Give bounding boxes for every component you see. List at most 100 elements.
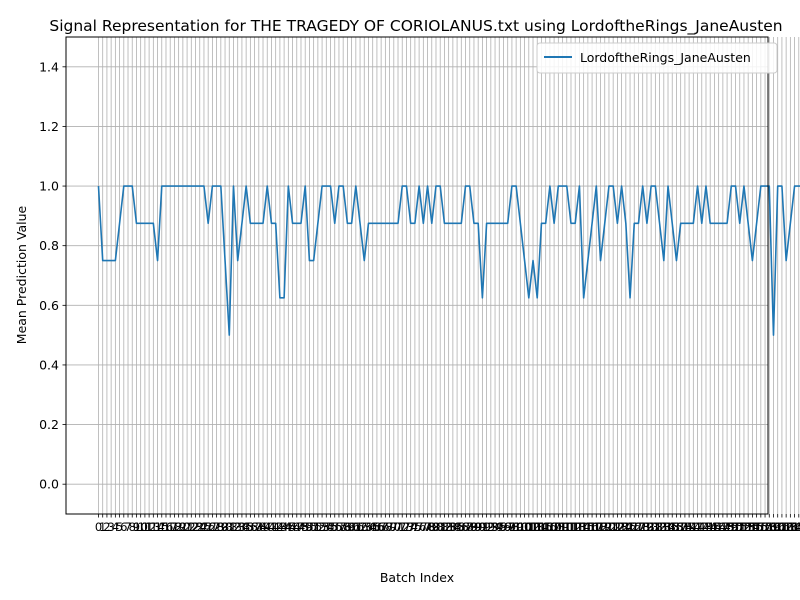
x-tick-label: 112 <box>560 520 582 534</box>
x-tick-label: 153 <box>733 520 755 534</box>
x-tick-label: 111 <box>556 520 578 534</box>
x-tick-label: 15 <box>154 520 169 534</box>
x-tick-label: 73 <box>399 520 414 534</box>
x-tick-label: 138 <box>670 520 692 534</box>
x-tick-label: 23 <box>188 520 203 534</box>
x-tick-label: 167 <box>792 520 800 534</box>
plot-frame <box>65 36 769 515</box>
x-tick-label: 84 <box>446 520 461 534</box>
x-tick-label: 85 <box>450 520 465 534</box>
x-tick-label: 91 <box>475 520 490 534</box>
x-tick-label: 156 <box>746 520 768 534</box>
x-tick-label: 33 <box>230 520 245 534</box>
x-tick-label: 142 <box>687 520 709 534</box>
x-tick-label: 159 <box>758 520 780 534</box>
x-tick-label: 93 <box>484 520 499 534</box>
y-axis-ticks: 0.0 0.2 0.4 0.6 0.8 1.0 1.2 1.4 <box>39 59 66 492</box>
x-tick-label: 8 <box>129 520 136 534</box>
x-tick-label: 63 <box>357 520 372 534</box>
x-tick-label: 145 <box>699 520 721 534</box>
x-tick-label: 116 <box>577 520 599 534</box>
grid-lines <box>66 37 800 514</box>
x-tick-label: 140 <box>678 520 700 534</box>
x-tick-label: 59 <box>340 520 355 534</box>
x-tick-label: 152 <box>729 520 751 534</box>
y-tick-label: 0.2 <box>39 417 59 432</box>
x-tick-label: 81 <box>433 520 448 534</box>
x-tick-label: 121 <box>598 520 620 534</box>
x-tick-label: 45 <box>281 520 296 534</box>
x-tick-label: 151 <box>725 520 747 534</box>
x-tick-label: 65 <box>365 520 380 534</box>
x-tick-label: 160 <box>763 520 785 534</box>
x-tick-label: 90 <box>471 520 486 534</box>
x-tick-label: 164 <box>779 520 800 534</box>
x-tick-label: 97 <box>500 520 515 534</box>
x-tick-label: 119 <box>590 520 612 534</box>
x-tick-label: 17 <box>163 520 178 534</box>
x-tick-label: 158 <box>754 520 776 534</box>
x-tick-label: 147 <box>708 520 730 534</box>
x-tick-label: 3 <box>107 520 114 534</box>
x-tick-label: 104 <box>526 520 548 534</box>
x-tick-label: 44 <box>277 520 292 534</box>
x-tick-label: 106 <box>535 520 557 534</box>
x-tick-label: 12 <box>142 520 157 534</box>
x-tick-label: 54 <box>319 520 334 534</box>
x-tick-label: 27 <box>205 520 220 534</box>
x-tick-label: 14 <box>150 520 165 534</box>
y-tick-label: 1.0 <box>39 179 59 194</box>
x-tick-label: 1 <box>99 520 106 534</box>
x-tick-label: 118 <box>585 520 607 534</box>
x-tick-label: 124 <box>611 520 633 534</box>
x-tick-label: 67 <box>374 520 389 534</box>
x-tick-label: 35 <box>239 520 254 534</box>
x-tick-label: 149 <box>716 520 738 534</box>
x-tick-label: 110 <box>552 520 574 534</box>
y-axis-label: Mean Prediction Value <box>14 205 29 344</box>
x-tick-label: 26 <box>201 520 216 534</box>
y-tick-label: 1.4 <box>39 59 59 74</box>
x-tick-label: 95 <box>492 520 507 534</box>
x-tick-label: 141 <box>682 520 704 534</box>
x-tick-label: 77 <box>416 520 431 534</box>
x-tick-label: 42 <box>268 520 283 534</box>
x-tick-label: 115 <box>573 520 595 534</box>
x-tick-label: 50 <box>302 520 317 534</box>
x-tick-label: 20 <box>176 520 191 534</box>
x-tick-label: 92 <box>479 520 494 534</box>
x-tick-label: 99 <box>509 520 524 534</box>
x-tick-label: 134 <box>653 520 675 534</box>
x-tick-label: 28 <box>209 520 224 534</box>
chart-title: Signal Representation for THE TRAGEDY OF… <box>49 17 782 36</box>
x-tick-label: 49 <box>298 520 313 534</box>
x-tick-label: 32 <box>226 520 241 534</box>
x-tick-label: 24 <box>192 520 207 534</box>
series-line-0 <box>97 185 800 336</box>
x-tick-label: 13 <box>146 520 161 534</box>
x-tick-label: 143 <box>691 520 713 534</box>
x-tick-label: 75 <box>408 520 423 534</box>
x-tick-label: 38 <box>251 520 266 534</box>
x-tick-label: 4 <box>112 520 119 534</box>
x-tick-label: 80 <box>429 520 444 534</box>
x-tick-label: 61 <box>349 520 364 534</box>
x-tick-label: 18 <box>167 520 182 534</box>
x-tick-label: 68 <box>378 520 393 534</box>
x-tick-label: 165 <box>784 520 800 534</box>
legend-box <box>536 42 778 74</box>
x-tick-label: 55 <box>323 520 338 534</box>
x-tick-label: 41 <box>264 520 279 534</box>
x-tick-label: 30 <box>218 520 233 534</box>
x-tick-label: 146 <box>703 520 725 534</box>
y-tick-label: 0.6 <box>39 298 59 313</box>
x-tick-label: 57 <box>332 520 347 534</box>
x-tick-label: 98 <box>505 520 520 534</box>
x-tick-label: 39 <box>256 520 271 534</box>
x-tick-label: 22 <box>184 520 199 534</box>
x-tick-label: 120 <box>594 520 616 534</box>
x-tick-label: 139 <box>674 520 696 534</box>
x-tick-label: 79 <box>424 520 439 534</box>
x-tick-label: 162 <box>771 520 793 534</box>
